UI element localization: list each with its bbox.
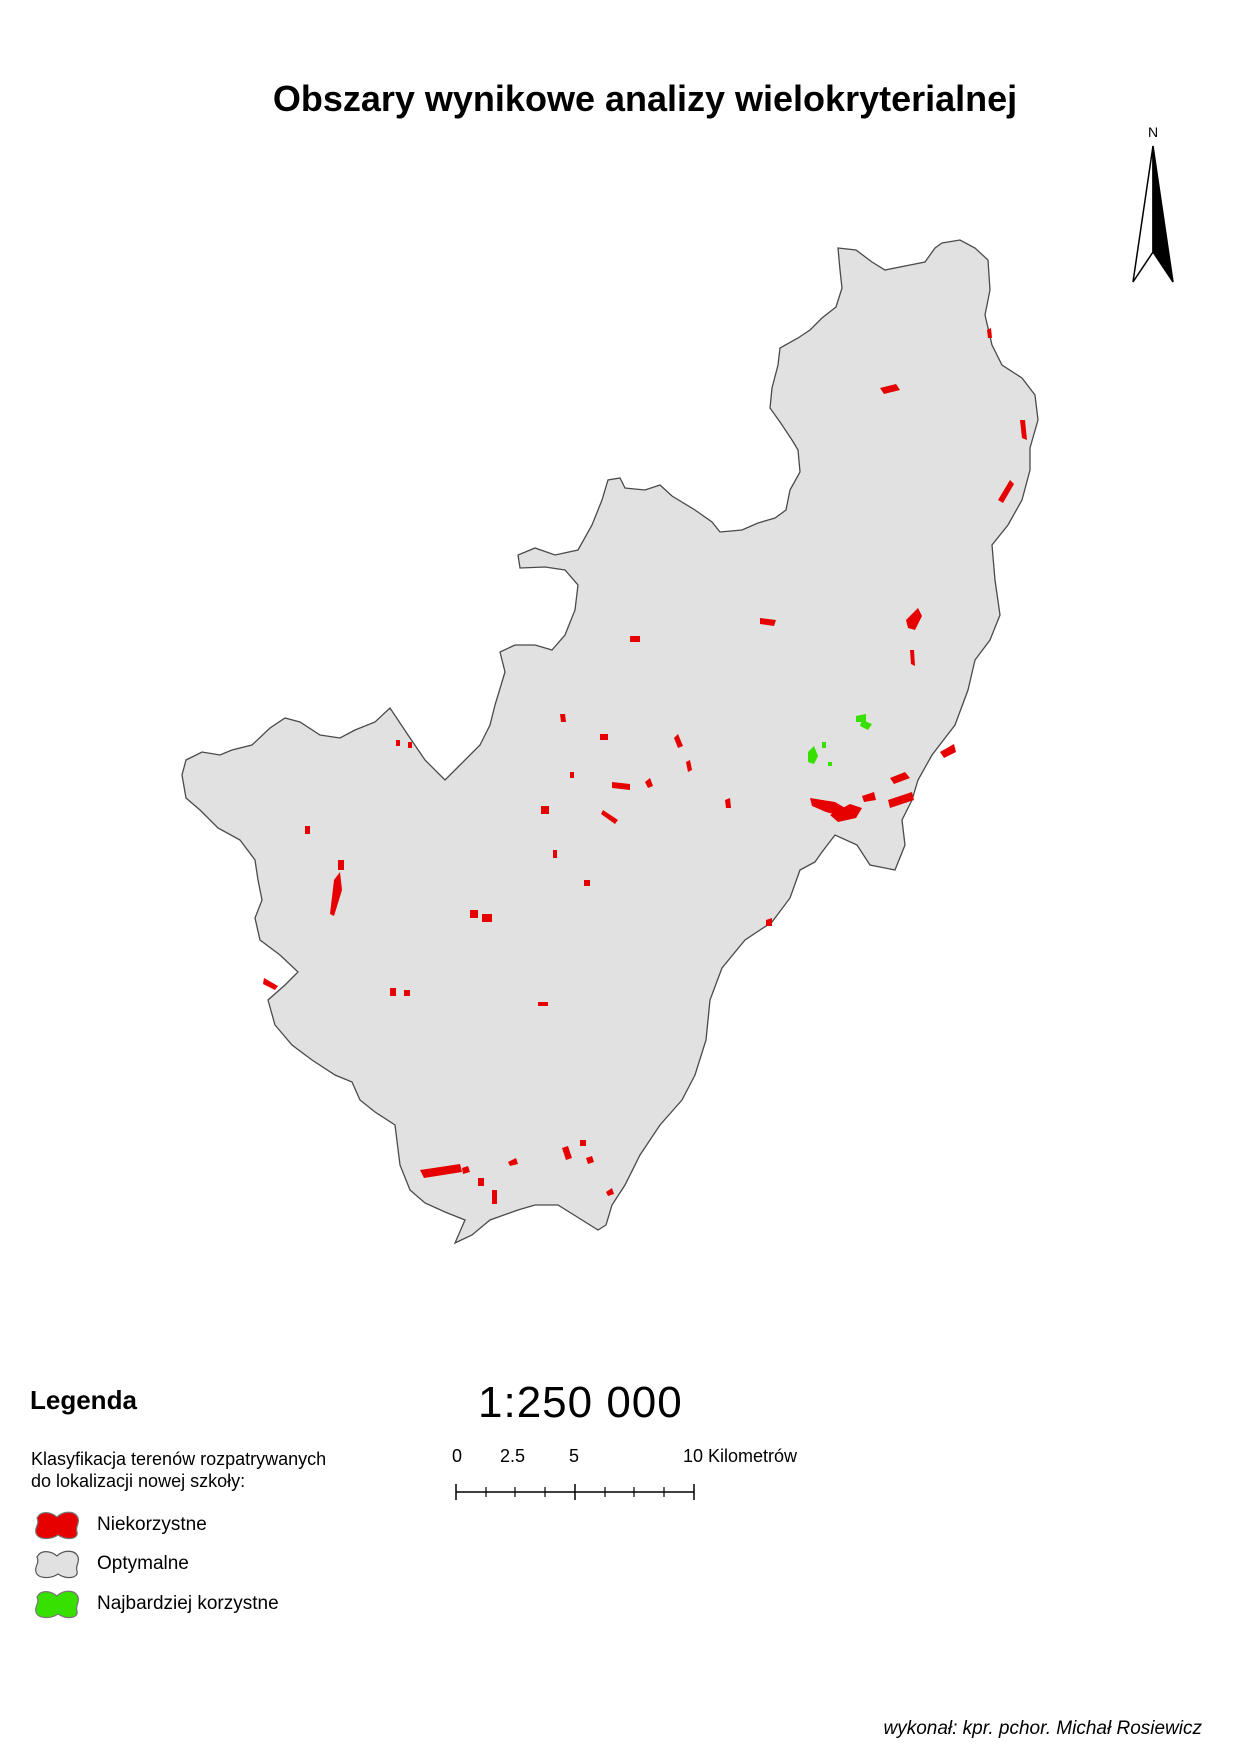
unfavorable-patch: [830, 804, 862, 822]
unfavorable-patch: [880, 384, 900, 394]
unfavorable-patch: [390, 988, 396, 996]
author-credit: wykonał: kpr. pchor. Michał Rosiewicz: [883, 1718, 1202, 1739]
unfavorable-patch: [940, 744, 956, 758]
unfavorable-patch: [560, 714, 566, 722]
legend-item-optimal: Optymalne: [31, 1547, 189, 1581]
unfavorable-patch: [404, 990, 410, 996]
favorable-patch: [808, 746, 818, 764]
favorable-swatch-icon: [34, 1590, 80, 1619]
legend-label-unfavorable: Niekorzystne: [97, 1514, 207, 1535]
unfavorable-patch: [998, 480, 1014, 503]
legend-label-favorable: Najbardziej korzystne: [97, 1593, 279, 1614]
legend-label-optimal: Optymalne: [97, 1553, 189, 1574]
unfavorable-patch: [305, 826, 310, 834]
legend-title: Legenda: [30, 1385, 137, 1415]
north-arrow-icon: [1132, 145, 1174, 283]
scale-label-10: 10 Kilometrów: [683, 1446, 798, 1466]
unfavorable-patch: [462, 1166, 470, 1174]
legend-item-unfavorable: Niekorzystne: [31, 1508, 207, 1542]
unfavorable-patch: [606, 1188, 614, 1196]
unfavorable-patch: [508, 1158, 518, 1166]
unfavorable-patches: [263, 328, 1027, 1204]
legend-description-line2: do lokalizacji nowej szkoły:: [31, 1471, 246, 1491]
legend-description: Klasyfikacja terenów rozpatrywanych do l…: [31, 1448, 451, 1492]
unfavorable-patch: [890, 772, 910, 784]
region-optimal: [181, 239, 1039, 1245]
unfavorable-patch: [600, 734, 608, 740]
unfavorable-patch: [570, 772, 574, 778]
legend-item-favorable: Najbardziej korzystne: [31, 1587, 279, 1621]
unfavorable-patch: [584, 880, 590, 886]
unfavorable-patch: [541, 806, 549, 814]
unfavorable-patch: [580, 1140, 586, 1146]
unfavorable-patch: [470, 910, 478, 918]
unfavorable-patch: [396, 740, 400, 746]
unfavorable-patch: [482, 914, 492, 922]
map-canvas: [181, 239, 1039, 1245]
unfavorable-patch: [408, 742, 412, 748]
unfavorable-patch: [645, 778, 653, 788]
unfavorable-patch: [766, 918, 772, 926]
unfavorable-patch: [601, 810, 618, 824]
favorable-patch: [828, 762, 832, 766]
unfavorable-patch: [674, 734, 683, 748]
map-title: Obszary wynikowe analizy wielokryterialn…: [272, 78, 1018, 119]
unfavorable-patch: [330, 872, 342, 916]
favorable-patch: [856, 714, 866, 722]
unfavorable-patch: [263, 978, 278, 990]
unfavorable-patch: [1020, 420, 1027, 440]
scale-label-5: 5: [569, 1446, 580, 1466]
unfavorable-patch: [987, 328, 992, 338]
scale-ratio: 1:250 000: [478, 1378, 683, 1427]
north-arrow: N: [1128, 124, 1178, 284]
unfavorable-patch: [686, 760, 692, 772]
legend-description-line1: Klasyfikacja terenów rozpatrywanych: [31, 1449, 327, 1469]
unfavorable-patch: [725, 798, 731, 808]
favorable-patches: [808, 714, 872, 766]
favorable-patch: [822, 742, 826, 748]
unfavorable-patch: [888, 792, 914, 808]
scale-label-2-5: 2.5: [500, 1446, 526, 1466]
unfavorable-patch: [910, 650, 915, 666]
scale-bar: 0 2.5 5 10 Kilometrów: [440, 1446, 840, 1506]
unfavorable-swatch-icon: [34, 1511, 80, 1540]
unfavorable-patch: [338, 860, 344, 870]
unfavorable-patch: [492, 1190, 497, 1204]
unfavorable-patch: [538, 1002, 548, 1006]
unfavorable-patch: [612, 782, 630, 790]
unfavorable-patch: [562, 1146, 572, 1160]
optimal-swatch-icon: [34, 1550, 80, 1579]
scale-bar-graphic: [455, 1484, 695, 1500]
unfavorable-patch: [478, 1178, 484, 1186]
unfavorable-patch: [586, 1156, 594, 1164]
unfavorable-patch: [553, 850, 557, 858]
favorable-patch: [860, 720, 872, 730]
unfavorable-patch: [630, 636, 640, 642]
unfavorable-patch: [906, 608, 922, 630]
unfavorable-patch: [420, 1164, 462, 1178]
north-label: N: [1147, 124, 1159, 140]
scale-label-0: 0: [452, 1446, 463, 1466]
unfavorable-patch: [862, 792, 876, 802]
unfavorable-patch: [760, 618, 776, 626]
